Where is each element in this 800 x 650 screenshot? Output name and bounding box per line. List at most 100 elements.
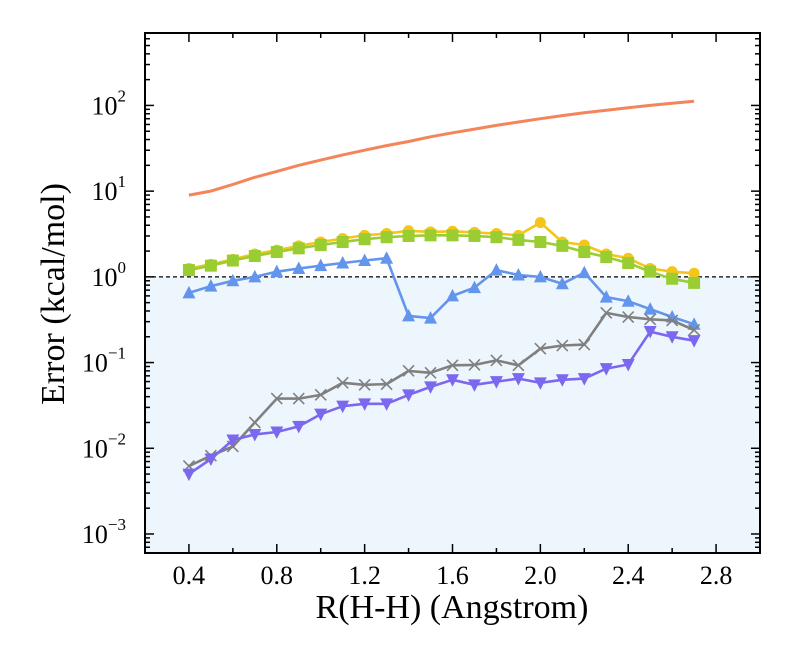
x-tick-label: 2.4 <box>612 561 645 590</box>
data-point-blue-10 <box>402 308 416 322</box>
data-point-blue-20 <box>621 294 635 307</box>
data-point-blue-7 <box>336 256 350 269</box>
data-point-blue-11 <box>424 311 438 324</box>
data-point-blue-2 <box>226 273 240 287</box>
data-point-purple-5 <box>292 420 306 434</box>
data-point-purple-19 <box>599 363 613 376</box>
data-point-gray-11 <box>424 366 437 379</box>
data-point-purple-13 <box>467 379 481 392</box>
x-tick-label: 1.6 <box>436 561 469 590</box>
data-point-purple-14 <box>489 376 503 389</box>
data-point-gray-13 <box>468 358 481 371</box>
y-axis-label: Error (kcal/mol) <box>35 183 72 405</box>
data-point-gray-14 <box>490 354 503 367</box>
data-point-blue-13 <box>467 280 481 294</box>
data-point-blue-18 <box>577 265 591 279</box>
data-point-green-23 <box>688 276 701 289</box>
data-point-green-11 <box>424 229 437 242</box>
data-point-purple-9 <box>380 398 394 411</box>
data-point-purple-22 <box>665 331 679 344</box>
data-point-purple-2 <box>226 434 240 447</box>
data-point-purple-21 <box>643 326 657 339</box>
data-point-green-9 <box>380 231 393 244</box>
data-point-purple-0 <box>182 468 196 482</box>
series-line-orange <box>188 99 695 197</box>
data-point-green-5 <box>292 242 305 255</box>
data-point-gray-16 <box>534 342 547 355</box>
x-tick-label: 2.0 <box>524 561 557 590</box>
below-threshold-region <box>145 276 760 553</box>
data-point-purple-18 <box>577 373 591 386</box>
data-point-blue-17 <box>555 276 569 290</box>
data-point-blue-3 <box>248 269 262 283</box>
plot-area: 0.4 0.8 1.2 1.6 2.0 2.4 2.8 10−3 10−2 10−1 100 101 1… <box>82 32 761 590</box>
data-point-blue-14 <box>489 263 503 276</box>
data-point-green-15 <box>512 233 525 246</box>
data-point-purple-17 <box>555 374 569 387</box>
data-point-green-1 <box>204 259 217 272</box>
data-point-purple-16 <box>533 377 547 390</box>
data-point-gray-20 <box>622 310 635 324</box>
x-tick-label: 1.2 <box>348 561 381 590</box>
series-green <box>182 229 701 289</box>
data-point-blue-19 <box>599 290 613 303</box>
data-point-green-4 <box>270 245 283 258</box>
data-point-green-8 <box>358 233 371 246</box>
series-orange <box>188 99 695 197</box>
data-point-purple-1 <box>204 453 218 466</box>
data-point-purple-10 <box>402 389 416 402</box>
data-point-yellow-23 <box>688 267 700 279</box>
data-point-green-3 <box>248 250 261 263</box>
y-tick-label: 100 <box>92 258 127 292</box>
data-point-purple-3 <box>248 428 262 442</box>
data-point-purple-20 <box>621 358 635 372</box>
data-point-green-2 <box>226 254 239 267</box>
data-point-blue-12 <box>446 288 459 302</box>
data-point-blue-16 <box>533 269 547 283</box>
y-tick-label: 102 <box>92 86 127 120</box>
data-point-green-6 <box>314 239 327 252</box>
data-point-gray-12 <box>446 359 459 372</box>
data-point-blue-6 <box>314 258 328 272</box>
data-point-purple-4 <box>270 426 284 439</box>
data-point-gray-10 <box>402 364 415 377</box>
series-blue <box>182 251 701 330</box>
data-point-purple-7 <box>336 400 350 414</box>
data-point-blue-21 <box>643 302 657 315</box>
data-point-blue-5 <box>292 261 306 275</box>
data-point-green-19 <box>600 251 613 264</box>
data-point-blue-15 <box>511 268 525 281</box>
data-point-gray-18 <box>578 338 591 351</box>
series-gray <box>182 306 701 473</box>
data-point-purple-8 <box>358 398 372 411</box>
data-point-gray-4 <box>270 392 283 405</box>
data-point-gray-8 <box>358 378 371 391</box>
data-point-yellow-16 <box>534 217 546 229</box>
data-point-green-16 <box>534 236 547 249</box>
data-point-blue-8 <box>358 253 372 267</box>
plot-frame <box>144 32 761 554</box>
data-point-gray-15 <box>512 359 525 372</box>
data-point-purple-6 <box>314 408 328 422</box>
data-point-gray-23 <box>688 323 701 337</box>
data-point-green-18 <box>578 245 591 258</box>
data-point-gray-21 <box>644 313 657 326</box>
y-tick-label: 10−3 <box>82 515 126 549</box>
data-point-gray-7 <box>336 376 349 389</box>
data-point-gray-17 <box>556 339 569 352</box>
x-axis-label: R(H-H) (Angstrom) <box>316 589 589 626</box>
series-purple <box>182 326 701 482</box>
data-point-gray-6 <box>314 388 327 401</box>
data-point-purple-23 <box>687 335 701 348</box>
y-tick-label: 10−2 <box>82 429 126 463</box>
data-point-gray-5 <box>292 392 305 405</box>
data-point-purple-15 <box>511 373 525 386</box>
data-point-gray-3 <box>248 416 261 429</box>
data-point-gray-19 <box>600 306 613 319</box>
x-tick-label: 0.4 <box>173 561 206 590</box>
data-point-green-12 <box>446 229 459 242</box>
x-tick-label: 2.8 <box>700 561 733 590</box>
data-point-green-0 <box>182 264 195 277</box>
data-point-green-10 <box>402 229 415 242</box>
